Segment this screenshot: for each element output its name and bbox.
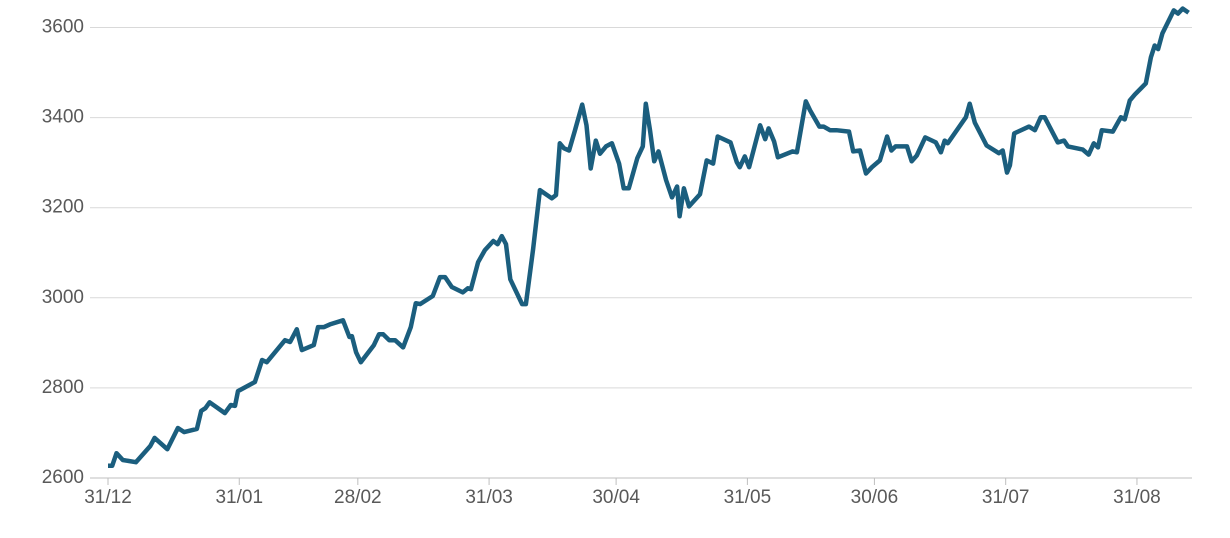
y-tick-label: 3000 (42, 287, 84, 308)
x-tick-label: 31/05 (724, 487, 772, 508)
x-tick-label: 28/02 (334, 487, 382, 508)
line-series (108, 6, 1190, 469)
x-tick-label: 31/07 (982, 487, 1030, 508)
x-tick-label: 30/06 (851, 487, 899, 508)
x-tick-label: 31/03 (465, 487, 513, 508)
y-tick-label: 2800 (42, 377, 84, 398)
y-tick-label: 3600 (42, 17, 84, 38)
y-tick-label: 3200 (42, 197, 84, 218)
y-tick-label: 3400 (42, 107, 84, 128)
x-tick-label: 30/04 (592, 487, 640, 508)
x-tick-label: 31/08 (1113, 487, 1161, 508)
x-tick-label: 31/12 (84, 487, 132, 508)
y-tick-label: 2600 (42, 467, 84, 488)
x-tick-label: 31/01 (215, 487, 263, 508)
